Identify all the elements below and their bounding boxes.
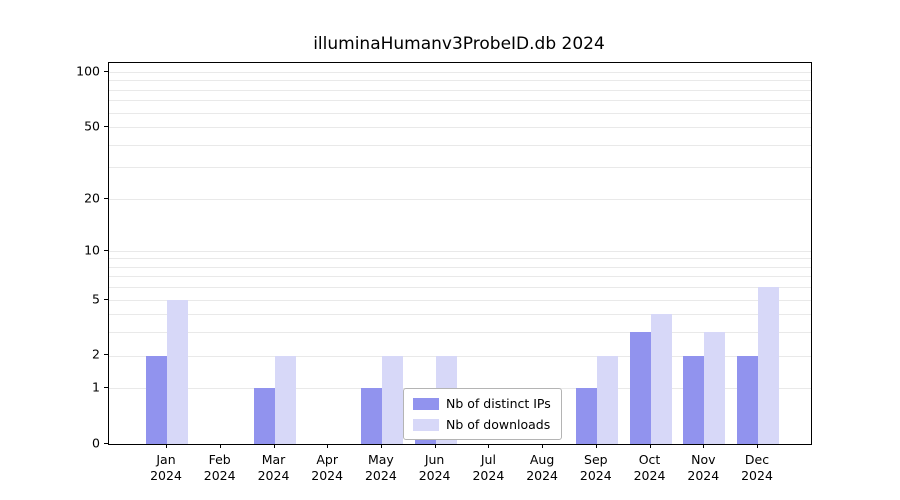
gridline <box>109 332 811 334</box>
y-tick-label: 5 <box>92 291 100 307</box>
x-tick-label: Aug 2024 <box>526 452 558 483</box>
gridline <box>109 144 811 146</box>
x-tick-label: Apr 2024 <box>311 452 344 483</box>
y-tick-label: 2 <box>92 346 100 362</box>
gridline <box>109 80 811 82</box>
legend-label-downloads: Nb of downloads <box>446 417 551 432</box>
gridline <box>109 314 811 316</box>
y-tick-mark <box>104 197 108 199</box>
x-tick-mark <box>757 444 758 448</box>
y-tick-label: 10 <box>84 242 100 258</box>
plot-area <box>108 62 812 445</box>
bar-downloads <box>758 287 779 444</box>
legend-label-distinct-ips: Nb of distinct IPs <box>446 396 551 411</box>
bar-distinct-ips <box>737 355 758 444</box>
x-tick-label: Mar 2024 <box>257 452 290 483</box>
x-tick-mark <box>595 444 597 448</box>
y-tick-label: 1 <box>92 379 100 395</box>
x-tick-label: Feb 2024 <box>203 452 236 483</box>
gridline <box>109 250 811 252</box>
y-tick-mark <box>104 298 108 300</box>
x-tick-label: May 2024 <box>364 452 397 483</box>
bar-downloads <box>167 299 188 444</box>
bar-distinct-ips <box>629 332 651 444</box>
gridline <box>109 266 811 268</box>
x-tick-mark <box>542 444 544 448</box>
gridline <box>109 198 811 200</box>
gridline <box>109 299 811 301</box>
x-tick-mark <box>380 444 382 448</box>
y-tick-label: 100 <box>76 63 100 79</box>
gridline <box>109 127 811 129</box>
y-tick-mark <box>104 354 108 356</box>
x-tick-mark <box>273 444 275 448</box>
x-tick-label: Oct 2024 <box>633 452 666 483</box>
bar-distinct-ips <box>575 388 597 444</box>
bar-distinct-ips <box>360 388 382 444</box>
bar-distinct-ips <box>146 355 167 444</box>
legend-swatch-downloads <box>413 418 439 431</box>
legend: Nb of distinct IPs Nb of downloads <box>403 388 562 440</box>
gridline <box>109 355 811 357</box>
y-tick-mark <box>104 71 108 73</box>
bar-downloads <box>704 332 726 444</box>
bar-downloads <box>381 355 403 444</box>
y-tick-mark <box>104 387 108 389</box>
chart-title: illuminaHumanv3ProbeID.db 2024 <box>313 34 605 54</box>
x-tick-mark <box>166 444 167 448</box>
y-tick-label: 20 <box>84 190 100 206</box>
x-tick-mark <box>703 444 705 448</box>
y-tick-mark <box>104 126 108 128</box>
y-tick-label: 0 <box>92 435 100 451</box>
x-tick-mark <box>649 444 651 448</box>
gridline <box>109 287 811 289</box>
gridline <box>109 258 811 260</box>
x-tick-label: Nov 2024 <box>687 452 720 483</box>
x-tick-label: Dec 2024 <box>741 452 773 483</box>
y-tick-label: 50 <box>84 118 100 134</box>
bar-distinct-ips <box>253 388 275 444</box>
gridline <box>109 276 811 278</box>
gridline <box>109 72 811 73</box>
bar-downloads <box>596 355 618 444</box>
x-tick-mark <box>488 444 490 448</box>
gridline <box>109 100 811 102</box>
gridline <box>109 89 811 91</box>
x-tick-mark <box>327 444 329 448</box>
x-tick-label: Jul 2024 <box>472 452 505 483</box>
y-tick-mark <box>104 443 108 444</box>
bar-distinct-ips <box>683 355 705 444</box>
gridline <box>109 167 811 169</box>
legend-swatch-distinct-ips <box>413 397 439 410</box>
x-tick-label: Jan 2024 <box>150 452 182 483</box>
legend-item-distinct-ips: Nb of distinct IPs <box>413 396 551 411</box>
legend-item-downloads: Nb of downloads <box>413 417 551 432</box>
x-tick-label: Sep 2024 <box>579 452 612 483</box>
x-tick-label: Jun 2024 <box>418 452 451 483</box>
x-tick-mark <box>219 444 221 448</box>
y-tick-mark <box>104 249 108 251</box>
gridline <box>109 112 811 114</box>
x-tick-mark <box>434 444 436 448</box>
bar-downloads <box>650 314 672 444</box>
bar-downloads <box>274 355 296 444</box>
